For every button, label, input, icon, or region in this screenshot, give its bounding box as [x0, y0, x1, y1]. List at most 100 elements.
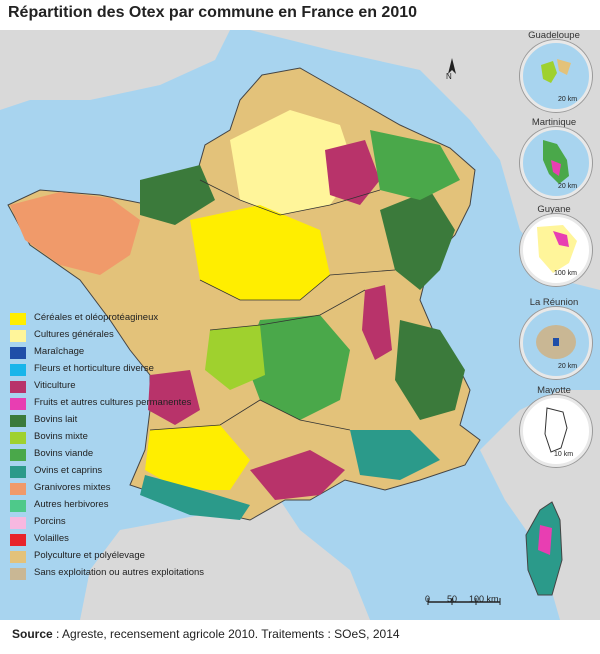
- zone-east-dairy: [380, 190, 455, 290]
- inset-scale: 100 km: [554, 270, 577, 277]
- zone-cereals-center: [190, 205, 330, 300]
- legend-swatch: [10, 432, 26, 444]
- zone-cereals-north: [230, 110, 355, 215]
- france-map: [0, 30, 600, 620]
- legend-label: Ovins et caprins: [34, 465, 103, 476]
- legend-swatch: [10, 364, 26, 376]
- legend-swatch: [10, 330, 26, 342]
- legend-label: Sans exploitation ou autres exploitation…: [34, 567, 205, 578]
- zone-southwest-cereal: [145, 425, 250, 490]
- zone-normandy: [140, 165, 215, 225]
- zone-pyrenees: [140, 475, 250, 520]
- inset-label: Guyane: [537, 204, 571, 215]
- legend-item: Volailles: [10, 533, 225, 547]
- legend-label: Fruits et autres cultures permanentes: [34, 397, 192, 408]
- inset-map: [520, 40, 592, 112]
- zone-massif-central: [245, 315, 350, 420]
- inset-scale: 10 km: [554, 451, 574, 458]
- region-borders: [199, 179, 381, 216]
- legend-label: Maraîchage: [34, 346, 85, 357]
- legend-item: Bovins mixte: [10, 431, 225, 445]
- zone-provence: [350, 430, 440, 480]
- inset-scale: 20 km: [558, 363, 578, 370]
- zone-limousin: [205, 325, 265, 390]
- legend-item: Granivores mixtes: [10, 482, 225, 496]
- inset-label: La Réunion: [529, 297, 579, 308]
- legend-label: Bovins lait: [34, 414, 78, 425]
- legend-label: Viticulture: [34, 380, 76, 391]
- map-area: [0, 30, 600, 620]
- legend-label: Autres herbivores: [34, 499, 109, 510]
- corsica-vine: [538, 525, 552, 555]
- legend-item: Bovins lait: [10, 414, 225, 428]
- legend-item: Autres herbivores: [10, 499, 225, 513]
- legend-item: Viticulture: [10, 380, 225, 394]
- legend-swatch: [10, 551, 26, 563]
- legend-label: Bovins viande: [34, 448, 94, 459]
- inset-reunion: La Réunion 20 km: [514, 297, 594, 379]
- inset-map: [520, 307, 592, 379]
- legend-swatch: [10, 381, 26, 393]
- legend-swatch: [10, 449, 26, 461]
- zone-rhone-vine: [362, 285, 392, 360]
- inset-guadeloupe: Guadeloupe 20 km: [514, 30, 594, 112]
- region-borders: [149, 399, 351, 431]
- region-borders: [199, 269, 396, 301]
- legend-label: Céréales et oléoprotéagineux: [34, 312, 159, 323]
- legend-item: Maraîchage: [10, 346, 225, 360]
- legend-item: Ovins et caprins: [10, 465, 225, 479]
- legend-label: Polyculture et polyélevage: [34, 550, 145, 561]
- north-label: N: [446, 72, 452, 81]
- inset-label: Mayotte: [537, 385, 571, 396]
- inset-label: Martinique: [531, 117, 577, 128]
- legend-label: Granivores mixtes: [34, 482, 111, 493]
- neighbour-land-uk: [0, 30, 230, 110]
- zone-bordeaux: [148, 370, 200, 425]
- zone-languedoc: [250, 450, 345, 500]
- legend-item: Bovins viande: [10, 448, 225, 462]
- legend-swatch: [10, 398, 26, 410]
- legend-label: Bovins mixte: [34, 431, 88, 442]
- inset-label: Guadeloupe: [528, 30, 580, 41]
- legend-item: Porcins: [10, 516, 225, 530]
- legend: Céréales et oléoprotéagineux Cultures gén…: [10, 312, 225, 584]
- legend-label: Fleurs et horticulture diverse: [34, 363, 154, 374]
- legend-swatch: [10, 483, 26, 495]
- zone-champagne: [325, 140, 380, 205]
- inset-martinique: Martinique 20 km: [514, 117, 594, 199]
- neighbour-land-spain: [80, 500, 370, 620]
- legend-item: Céréales et oléoprotéagineux: [10, 312, 225, 326]
- neighbour-land: [250, 30, 600, 290]
- legend-item: Sans exploitation ou autres exploitation…: [10, 567, 225, 581]
- zone-alps: [395, 320, 465, 420]
- legend-swatch: [10, 568, 26, 580]
- inset-scale: 20 km: [558, 183, 578, 190]
- legend-item: Fleurs et horticulture diverse: [10, 363, 225, 377]
- legend-swatch: [10, 517, 26, 529]
- legend-item: Polyculture et polyélevage: [10, 550, 225, 564]
- inset-map: [520, 214, 592, 286]
- legend-item: Fruits et autres cultures permanentes: [10, 397, 225, 411]
- inset-map: [520, 127, 592, 199]
- inset-scale: 20 km: [558, 96, 578, 103]
- scale-bar: [427, 598, 501, 605]
- legend-swatch: [10, 415, 26, 427]
- legend-swatch: [10, 534, 26, 546]
- legend-label: Volailles: [34, 533, 69, 544]
- legend-swatch: [10, 347, 26, 359]
- zone-lorraine: [370, 130, 460, 200]
- legend-label: Cultures générales: [34, 329, 114, 340]
- legend-item: Cultures générales: [10, 329, 225, 343]
- legend-label: Porcins: [34, 516, 66, 527]
- legend-swatch: [10, 313, 26, 325]
- inset-mayotte: Mayotte 10 km: [514, 385, 594, 467]
- legend-swatch: [10, 466, 26, 478]
- zone-brittany: [10, 192, 140, 275]
- region-borders: [209, 289, 366, 331]
- legend-swatch: [10, 500, 26, 512]
- inset-guyane: Guyane 100 km: [514, 204, 594, 286]
- source-note: Source : Agreste, recensement agricole 2…: [12, 627, 400, 641]
- inset-map: [520, 395, 592, 467]
- north-arrow-icon: [448, 58, 456, 74]
- map-title: Répartition des Otex par commune en Fran…: [8, 4, 418, 21]
